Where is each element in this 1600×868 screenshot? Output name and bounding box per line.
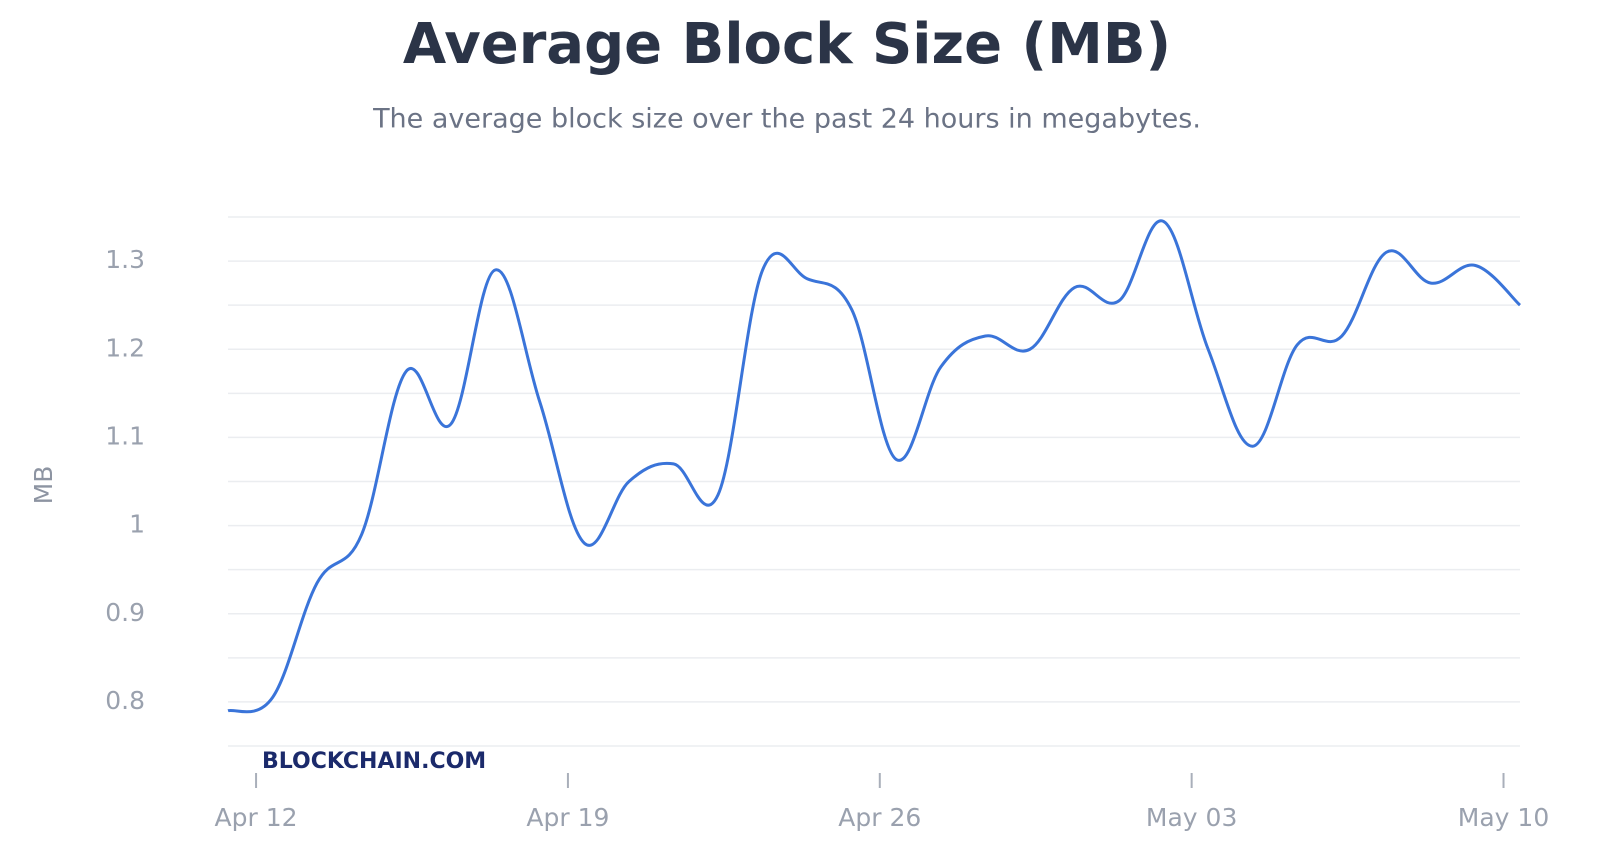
y-tick-label: 1 [129, 510, 145, 539]
y-tick-label: 1.3 [105, 245, 145, 274]
y-tick-label: 0.9 [105, 598, 145, 627]
watermark: BLOCKCHAIN.COM [262, 749, 486, 774]
chart-title: Average Block Size (MB) [403, 12, 1171, 77]
x-tick-label: May 10 [1458, 803, 1549, 832]
x-tick-label: Apr 19 [526, 803, 609, 832]
data-line [227, 219, 1522, 714]
x-tick-label: Apr 12 [215, 803, 298, 832]
chart-subtitle: The average block size over the past 24 … [372, 104, 1201, 135]
y-tick-label: 1.1 [105, 421, 145, 450]
y-tick-label: 0.8 [105, 686, 145, 715]
y-tick-label: 1.2 [105, 333, 145, 362]
x-tick-label: May 03 [1146, 803, 1237, 832]
x-tick-label: Apr 26 [838, 803, 921, 832]
y-axis-label: MB [29, 466, 58, 505]
